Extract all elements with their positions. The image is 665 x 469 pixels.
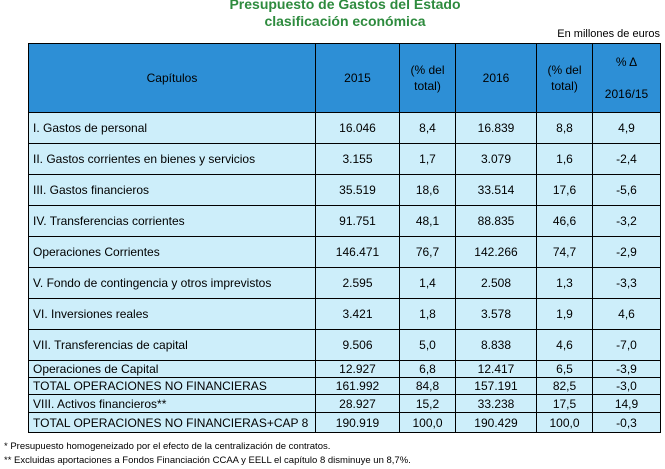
value-2015: 2.595 bbox=[315, 267, 400, 299]
budget-table: Capítulos 2015 (% del total) 2016 (% del t… bbox=[28, 43, 661, 433]
units-note: En millones de euros bbox=[557, 28, 660, 40]
title-line-1: Presupuesto de Gastos del Estado bbox=[229, 0, 461, 12]
pct-2015: 5,0 bbox=[399, 329, 456, 361]
value-2016: 3.079 bbox=[455, 143, 537, 175]
table-row: VIII. Activos financieros** 28.927 15,2 33.… bbox=[28, 394, 661, 413]
row-label: TOTAL OPERACIONES NO FINANCIERAS bbox=[28, 377, 316, 395]
table-row: TOTAL OPERACIONES NO FINANCIERAS 161.992 8… bbox=[28, 377, 661, 395]
pct-2015: 15,2 bbox=[399, 394, 456, 413]
value-2016: 2.508 bbox=[455, 267, 537, 299]
row-label: Operaciones de Capital bbox=[28, 360, 316, 378]
value-2016: 190.429 bbox=[455, 412, 537, 433]
footnote-1: * Presupuesto homogeneizado por el efect… bbox=[4, 441, 331, 452]
pct-2016: 8,8 bbox=[536, 112, 593, 144]
value-2015: 3.155 bbox=[315, 143, 400, 175]
value-2015: 3.421 bbox=[315, 298, 400, 330]
table-row: I. Gastos de personal 16.046 8,4 16.839 8,8 4… bbox=[28, 112, 661, 144]
value-2016: 142.266 bbox=[455, 236, 537, 268]
value-2015: 190.919 bbox=[315, 412, 400, 433]
value-2016: 88.835 bbox=[455, 205, 537, 237]
row-label: I. Gastos de personal bbox=[28, 112, 316, 144]
table-row: Operaciones de Capital 12.927 6,8 12.417 6,5… bbox=[28, 360, 661, 378]
delta-value: 4,6 bbox=[592, 298, 661, 330]
delta-value: -3,0 bbox=[592, 377, 661, 395]
value-2015: 146.471 bbox=[315, 236, 400, 268]
value-2016: 16.839 bbox=[455, 112, 537, 144]
header-2015: 2015 bbox=[315, 43, 400, 113]
value-2015: 161.992 bbox=[315, 377, 400, 395]
delta-value: -2,4 bbox=[592, 143, 661, 175]
row-label: IV. Transferencias corrientes bbox=[28, 205, 316, 237]
pct-2015: 48,1 bbox=[399, 205, 456, 237]
value-2015: 12.927 bbox=[315, 360, 400, 378]
pct-2016: 74,7 bbox=[536, 236, 593, 268]
row-label: V. Fondo de contingencia y otros imprevi… bbox=[28, 267, 316, 299]
delta-value: -3,2 bbox=[592, 205, 661, 237]
value-2015: 35.519 bbox=[315, 174, 400, 206]
value-2016: 157.191 bbox=[455, 377, 537, 395]
header-pct-2015: (% del total) bbox=[399, 43, 456, 113]
table-row: II. Gastos corrientes en bienes y servic… bbox=[28, 143, 661, 175]
delta-value: -3,9 bbox=[592, 360, 661, 378]
delta-value: -5,6 bbox=[592, 174, 661, 206]
row-label: VII. Transferencias de capital bbox=[28, 329, 316, 361]
pct-2016: 1,3 bbox=[536, 267, 593, 299]
pct-2015: 6,8 bbox=[399, 360, 456, 378]
row-label: II. Gastos corrientes en bienes y servic… bbox=[28, 143, 316, 175]
value-2016: 8.838 bbox=[455, 329, 537, 361]
header-pct-2016: (% del total) bbox=[536, 43, 593, 113]
title-line-2: clasificación económica bbox=[264, 13, 426, 29]
pct-2016: 4,6 bbox=[536, 329, 593, 361]
pct-2015: 1,8 bbox=[399, 298, 456, 330]
header-capitulos: Capítulos bbox=[28, 43, 316, 113]
pct-2016: 100,0 bbox=[536, 412, 593, 433]
footnote-2: ** Excluidas aportaciones a Fondos Finan… bbox=[4, 455, 411, 466]
table-row: VII. Transferencias de capital 9.506 5,0 8.… bbox=[28, 329, 661, 361]
pct-2016: 17,5 bbox=[536, 394, 593, 413]
delta-value: 4,9 bbox=[592, 112, 661, 144]
pct-2015: 76,7 bbox=[399, 236, 456, 268]
header-2016: 2016 bbox=[455, 43, 537, 113]
table-row: V. Fondo de contingencia y otros imprevi… bbox=[28, 267, 661, 299]
delta-value: -2,9 bbox=[592, 236, 661, 268]
delta-value: -0,3 bbox=[592, 412, 661, 433]
delta-value: -3,3 bbox=[592, 267, 661, 299]
header-row: Capítulos 2015 (% del total) 2016 (% del t… bbox=[28, 43, 661, 113]
row-label: Operaciones Corrientes bbox=[28, 236, 316, 268]
value-2015: 91.751 bbox=[315, 205, 400, 237]
table-row: IV. Transferencias corrientes 91.751 48,1 8… bbox=[28, 205, 661, 237]
value-2016: 3.578 bbox=[455, 298, 537, 330]
row-label: III. Gastos financieros bbox=[28, 174, 316, 206]
pct-2016: 6,5 bbox=[536, 360, 593, 378]
value-2015: 16.046 bbox=[315, 112, 400, 144]
pct-2016: 1,9 bbox=[536, 298, 593, 330]
row-label: VI. Inversiones reales bbox=[28, 298, 316, 330]
row-label: TOTAL OPERACIONES NO FINANCIERAS+CAP 8 bbox=[28, 412, 316, 433]
pct-2015: 1,4 bbox=[399, 267, 456, 299]
delta-value: -7,0 bbox=[592, 329, 661, 361]
table-row: III. Gastos financieros 35.519 18,6 33.514 1… bbox=[28, 174, 661, 206]
table-row: TOTAL OPERACIONES NO FINANCIERAS+CAP 8 19… bbox=[28, 412, 661, 433]
value-2016: 33.238 bbox=[455, 394, 537, 413]
table-row: VI. Inversiones reales 3.421 1,8 3.578 1,9 4,… bbox=[28, 298, 661, 330]
value-2015: 9.506 bbox=[315, 329, 400, 361]
pct-2016: 46,6 bbox=[536, 205, 593, 237]
pct-2015: 100,0 bbox=[399, 412, 456, 433]
pct-2015: 8,4 bbox=[399, 112, 456, 144]
value-2016: 12.417 bbox=[455, 360, 537, 378]
pct-2016: 17,6 bbox=[536, 174, 593, 206]
pct-2015: 84,8 bbox=[399, 377, 456, 395]
pct-2015: 1,7 bbox=[399, 143, 456, 175]
delta-value: 14,9 bbox=[592, 394, 661, 413]
table-row: Operaciones Corrientes 146.471 76,7 142.266… bbox=[28, 236, 661, 268]
value-2016: 33.514 bbox=[455, 174, 537, 206]
value-2015: 28.927 bbox=[315, 394, 400, 413]
pct-2016: 1,6 bbox=[536, 143, 593, 175]
header-delta: % Δ 2016/15 bbox=[592, 43, 661, 113]
row-label: VIII. Activos financieros** bbox=[28, 394, 316, 413]
pct-2015: 18,6 bbox=[399, 174, 456, 206]
pct-2016: 82,5 bbox=[536, 377, 593, 395]
